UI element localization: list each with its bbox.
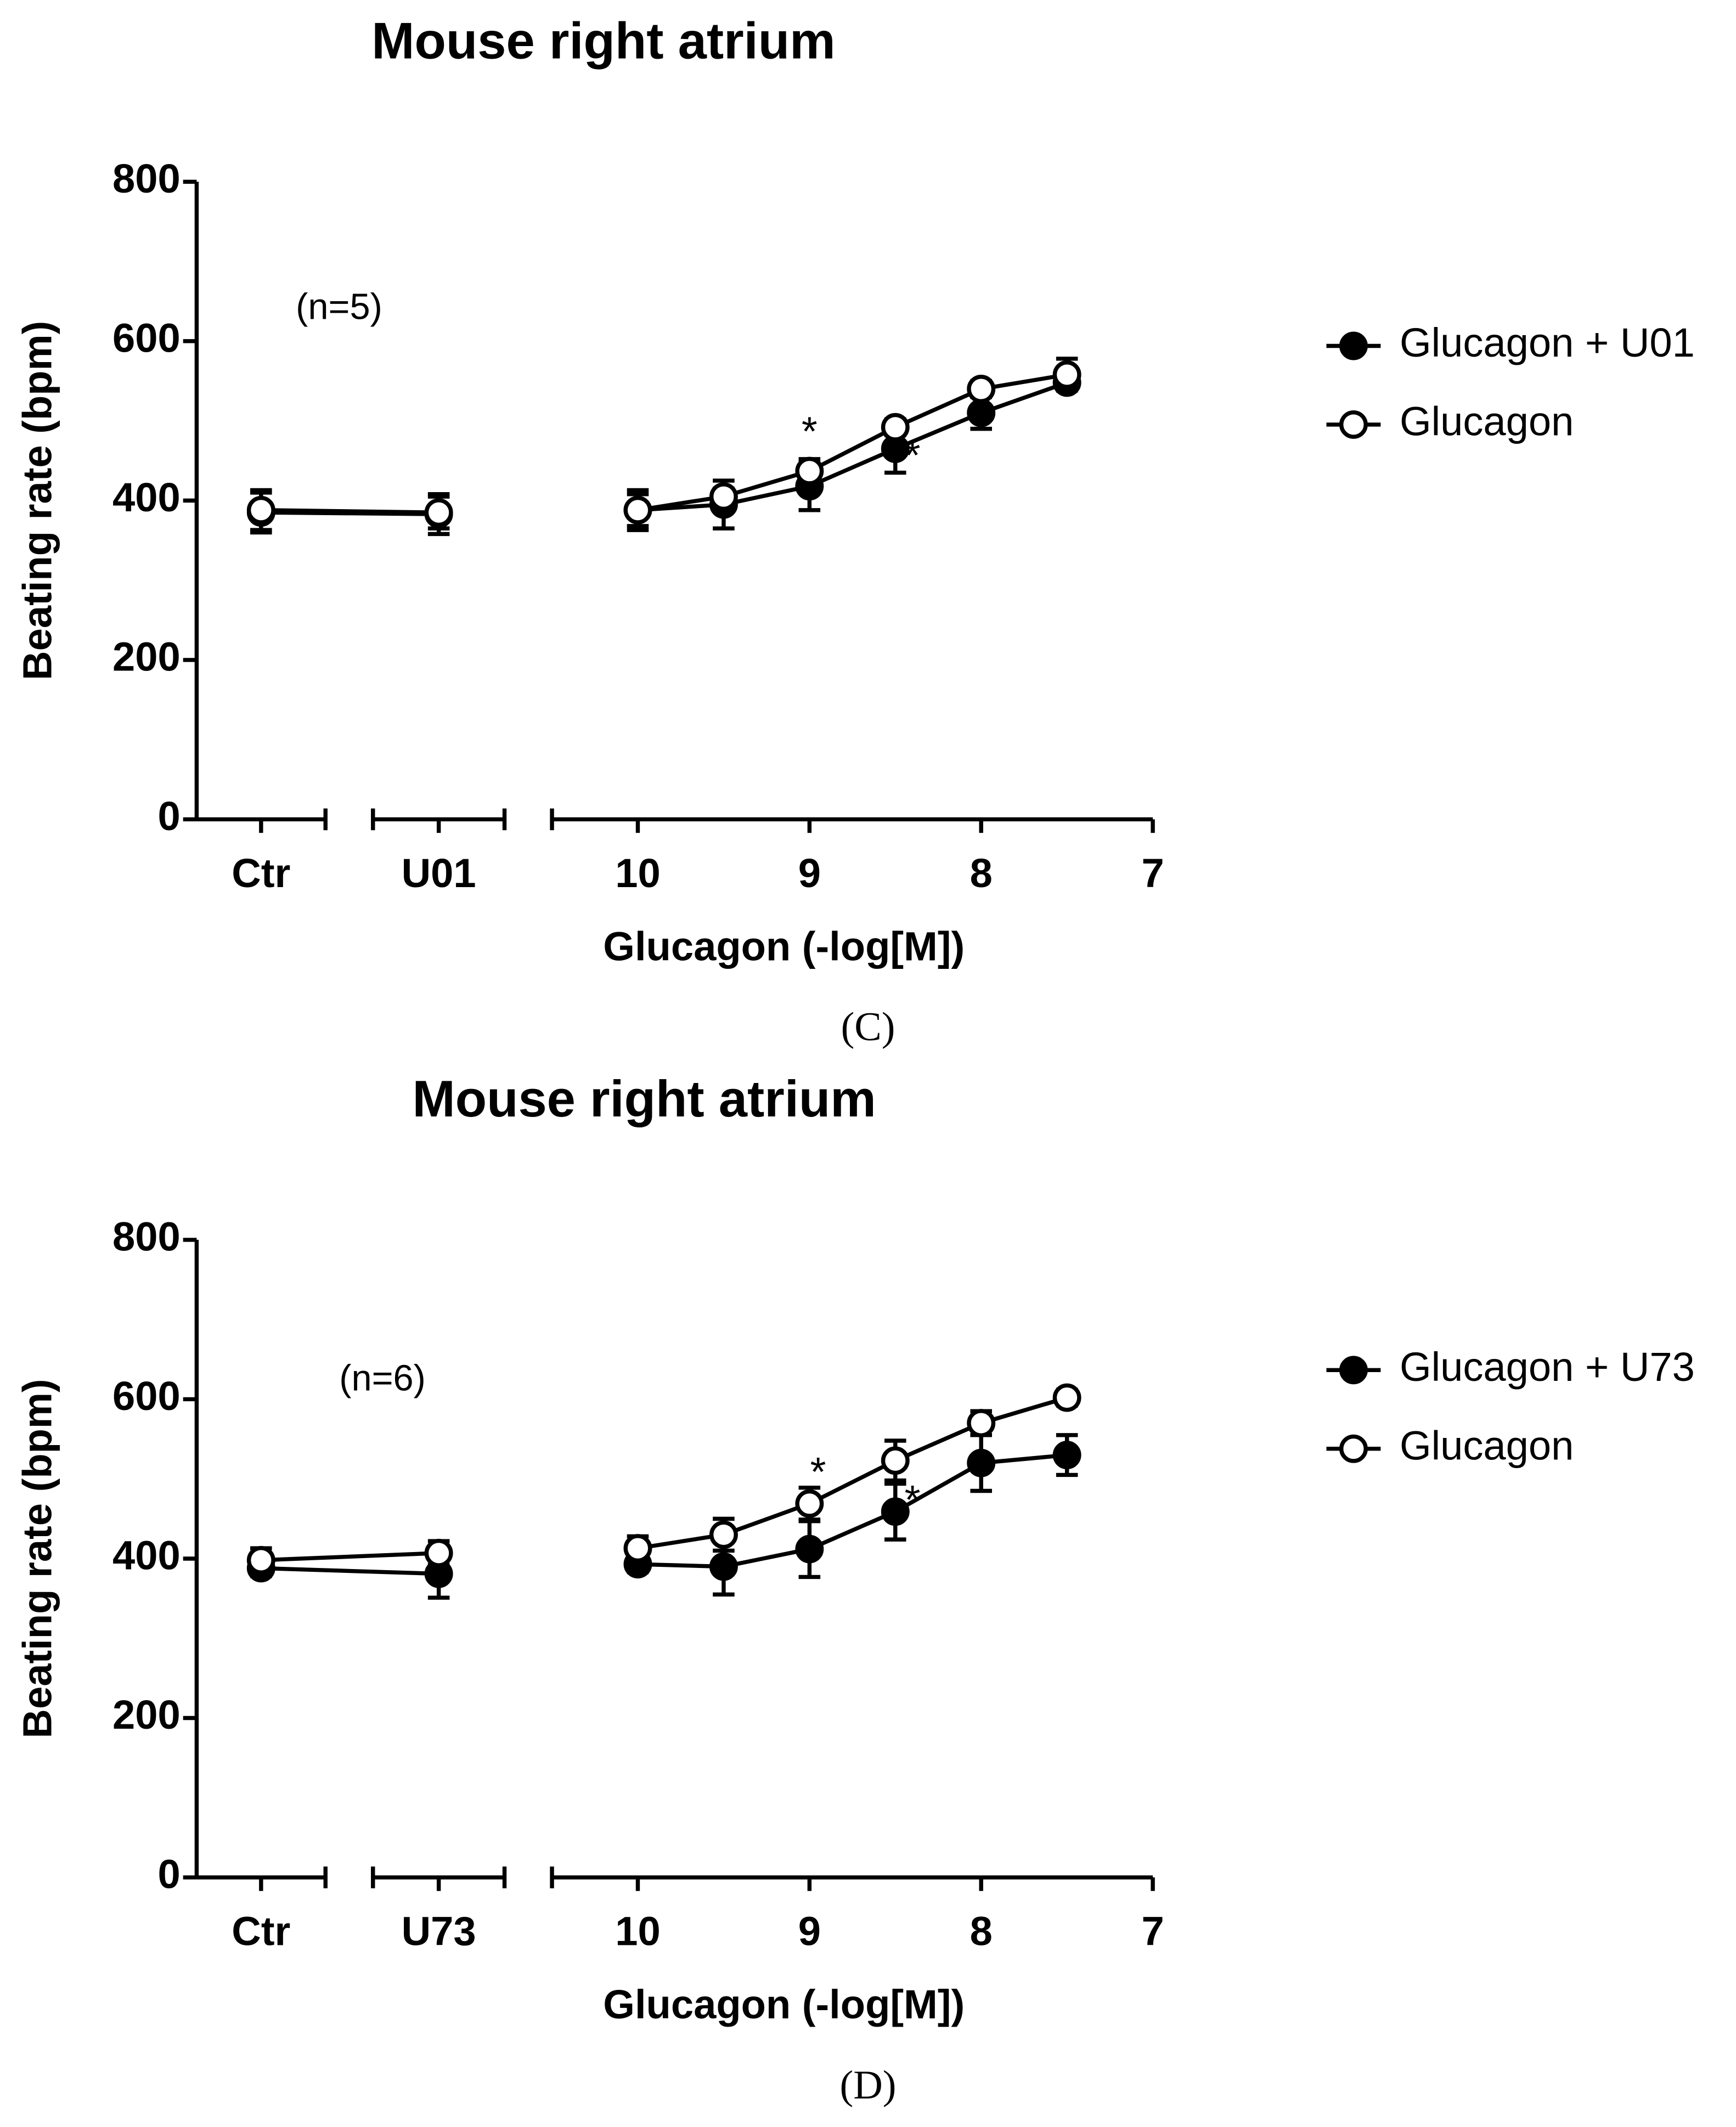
legend-marker xyxy=(1339,410,1368,439)
marker xyxy=(967,398,996,427)
marker xyxy=(246,495,275,524)
x-tick-label: 9 xyxy=(798,1908,821,1954)
y-tick-label: 0 xyxy=(158,793,181,839)
legend-marker xyxy=(1339,331,1368,360)
marker xyxy=(709,1520,738,1549)
significance-mark: * xyxy=(905,1477,921,1522)
legend-marker xyxy=(1339,1434,1368,1463)
marker xyxy=(1052,1441,1081,1470)
y-tick-label: 0 xyxy=(158,1852,181,1897)
x-tick-label: Ctr xyxy=(232,1908,290,1954)
legend-label: Glucagon xyxy=(1400,399,1574,444)
x-tick-label: 7 xyxy=(1141,850,1164,896)
series-line xyxy=(638,380,1068,512)
chart-title: Mouse right atrium xyxy=(371,12,835,69)
series-line xyxy=(261,508,439,515)
x-tick-label: Ctr xyxy=(232,850,290,896)
significance-mark: * xyxy=(802,408,818,454)
marker xyxy=(967,375,996,403)
series-line xyxy=(638,1453,1068,1569)
annotation: (n=6) xyxy=(339,1358,426,1399)
marker xyxy=(246,1545,275,1575)
legend-label: Glucagon xyxy=(1400,1423,1574,1468)
marker xyxy=(795,1534,824,1564)
x-tick-label: U73 xyxy=(402,1908,476,1954)
marker xyxy=(967,1448,996,1477)
y-tick-label: 600 xyxy=(112,1373,181,1419)
marker xyxy=(623,1534,652,1563)
y-tick-label: 400 xyxy=(112,1533,181,1578)
y-tick-label: 200 xyxy=(112,1692,181,1737)
legend-label: Glucagon + U01 xyxy=(1400,320,1695,365)
legend-marker xyxy=(1339,1356,1368,1385)
significance-mark: * xyxy=(905,432,921,478)
annotation: (n=5) xyxy=(296,286,382,327)
marker xyxy=(795,1489,824,1518)
marker xyxy=(795,456,824,486)
marker xyxy=(709,1552,738,1581)
marker xyxy=(881,413,910,442)
marker xyxy=(881,1497,910,1526)
x-tick-label: 8 xyxy=(970,850,993,896)
marker xyxy=(623,495,652,524)
x-tick-label: 10 xyxy=(615,850,660,896)
significance-mark: * xyxy=(810,1449,826,1494)
chart-title: Mouse right atrium xyxy=(412,1070,876,1127)
y-tick-label: 800 xyxy=(112,156,181,201)
x-axis-label: Glucagon (-log[M]) xyxy=(603,923,965,969)
marker xyxy=(424,498,453,527)
x-tick-label: U01 xyxy=(402,850,476,896)
y-tick-label: 600 xyxy=(112,315,181,360)
series-line xyxy=(261,1551,439,1562)
y-axis-label: Beating rate (bpm) xyxy=(15,1379,60,1738)
y-axis-label: Beating rate (bpm) xyxy=(15,321,60,680)
x-tick-label: 10 xyxy=(615,1908,660,1954)
caption: (C) xyxy=(841,1005,895,1050)
caption: (D) xyxy=(840,2063,897,2108)
y-tick-label: 400 xyxy=(112,475,181,520)
marker xyxy=(709,482,738,511)
y-tick-label: 800 xyxy=(112,1214,181,1260)
x-tick-label: 9 xyxy=(798,850,821,896)
marker xyxy=(967,1409,996,1438)
x-tick-label: 7 xyxy=(1141,1908,1164,1954)
x-axis-label: Glucagon (-log[M]) xyxy=(603,1982,965,2027)
series-line xyxy=(261,1566,439,1576)
legend-label: Glucagon + U73 xyxy=(1400,1344,1695,1390)
series-line xyxy=(637,373,1068,512)
marker xyxy=(1052,360,1081,389)
marker xyxy=(881,1446,910,1475)
marker xyxy=(1052,1383,1081,1412)
marker xyxy=(424,1538,453,1567)
x-tick-label: 8 xyxy=(970,1908,993,1954)
series-line xyxy=(637,1395,1068,1550)
y-tick-label: 200 xyxy=(112,634,181,679)
